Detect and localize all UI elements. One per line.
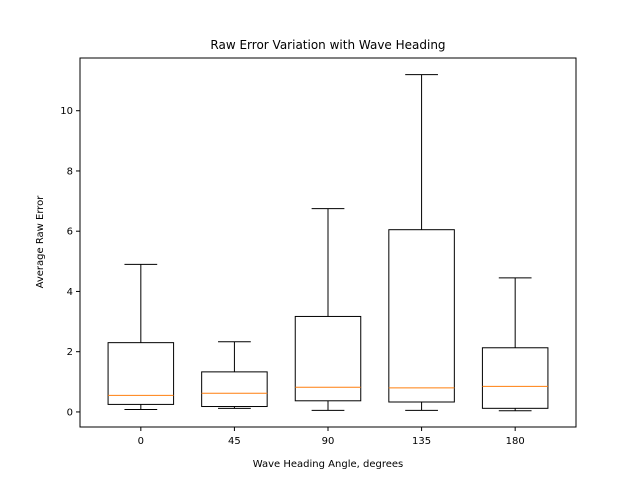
y-tick-label: 10 [60,106,73,117]
y-tick-label: 0 [67,407,73,418]
box-135 [388,74,455,411]
x-tick-label: 0 [138,436,144,447]
x-axis-label: Wave Heading Angle, degrees [253,459,403,470]
box-180 [481,277,549,412]
box-iqr [481,347,549,409]
x-tick-label: 135 [412,436,431,447]
y-tick-label: 4 [67,287,73,298]
y-axis-label: Average Raw Error [35,195,46,289]
y-tick-label: 8 [67,166,73,177]
y-axis: 0 2 4 6 8 10 [60,106,80,418]
box-90 [294,208,362,411]
x-tick-label: 90 [322,436,335,447]
y-tick-label: 2 [67,347,73,358]
chart-title: Raw Error Variation with Wave Heading [210,38,445,52]
x-axis: 0 45 90 135 180 [138,427,525,447]
box-iqr [201,371,268,408]
box-0 [107,263,175,411]
y-tick-label: 6 [67,227,73,238]
box-45 [201,341,268,409]
boxes-group [107,74,549,412]
box-iqr [107,342,175,405]
box-iqr [294,315,362,402]
x-tick-label: 180 [506,436,525,447]
box-iqr [388,229,455,403]
x-tick-label: 45 [228,436,241,447]
